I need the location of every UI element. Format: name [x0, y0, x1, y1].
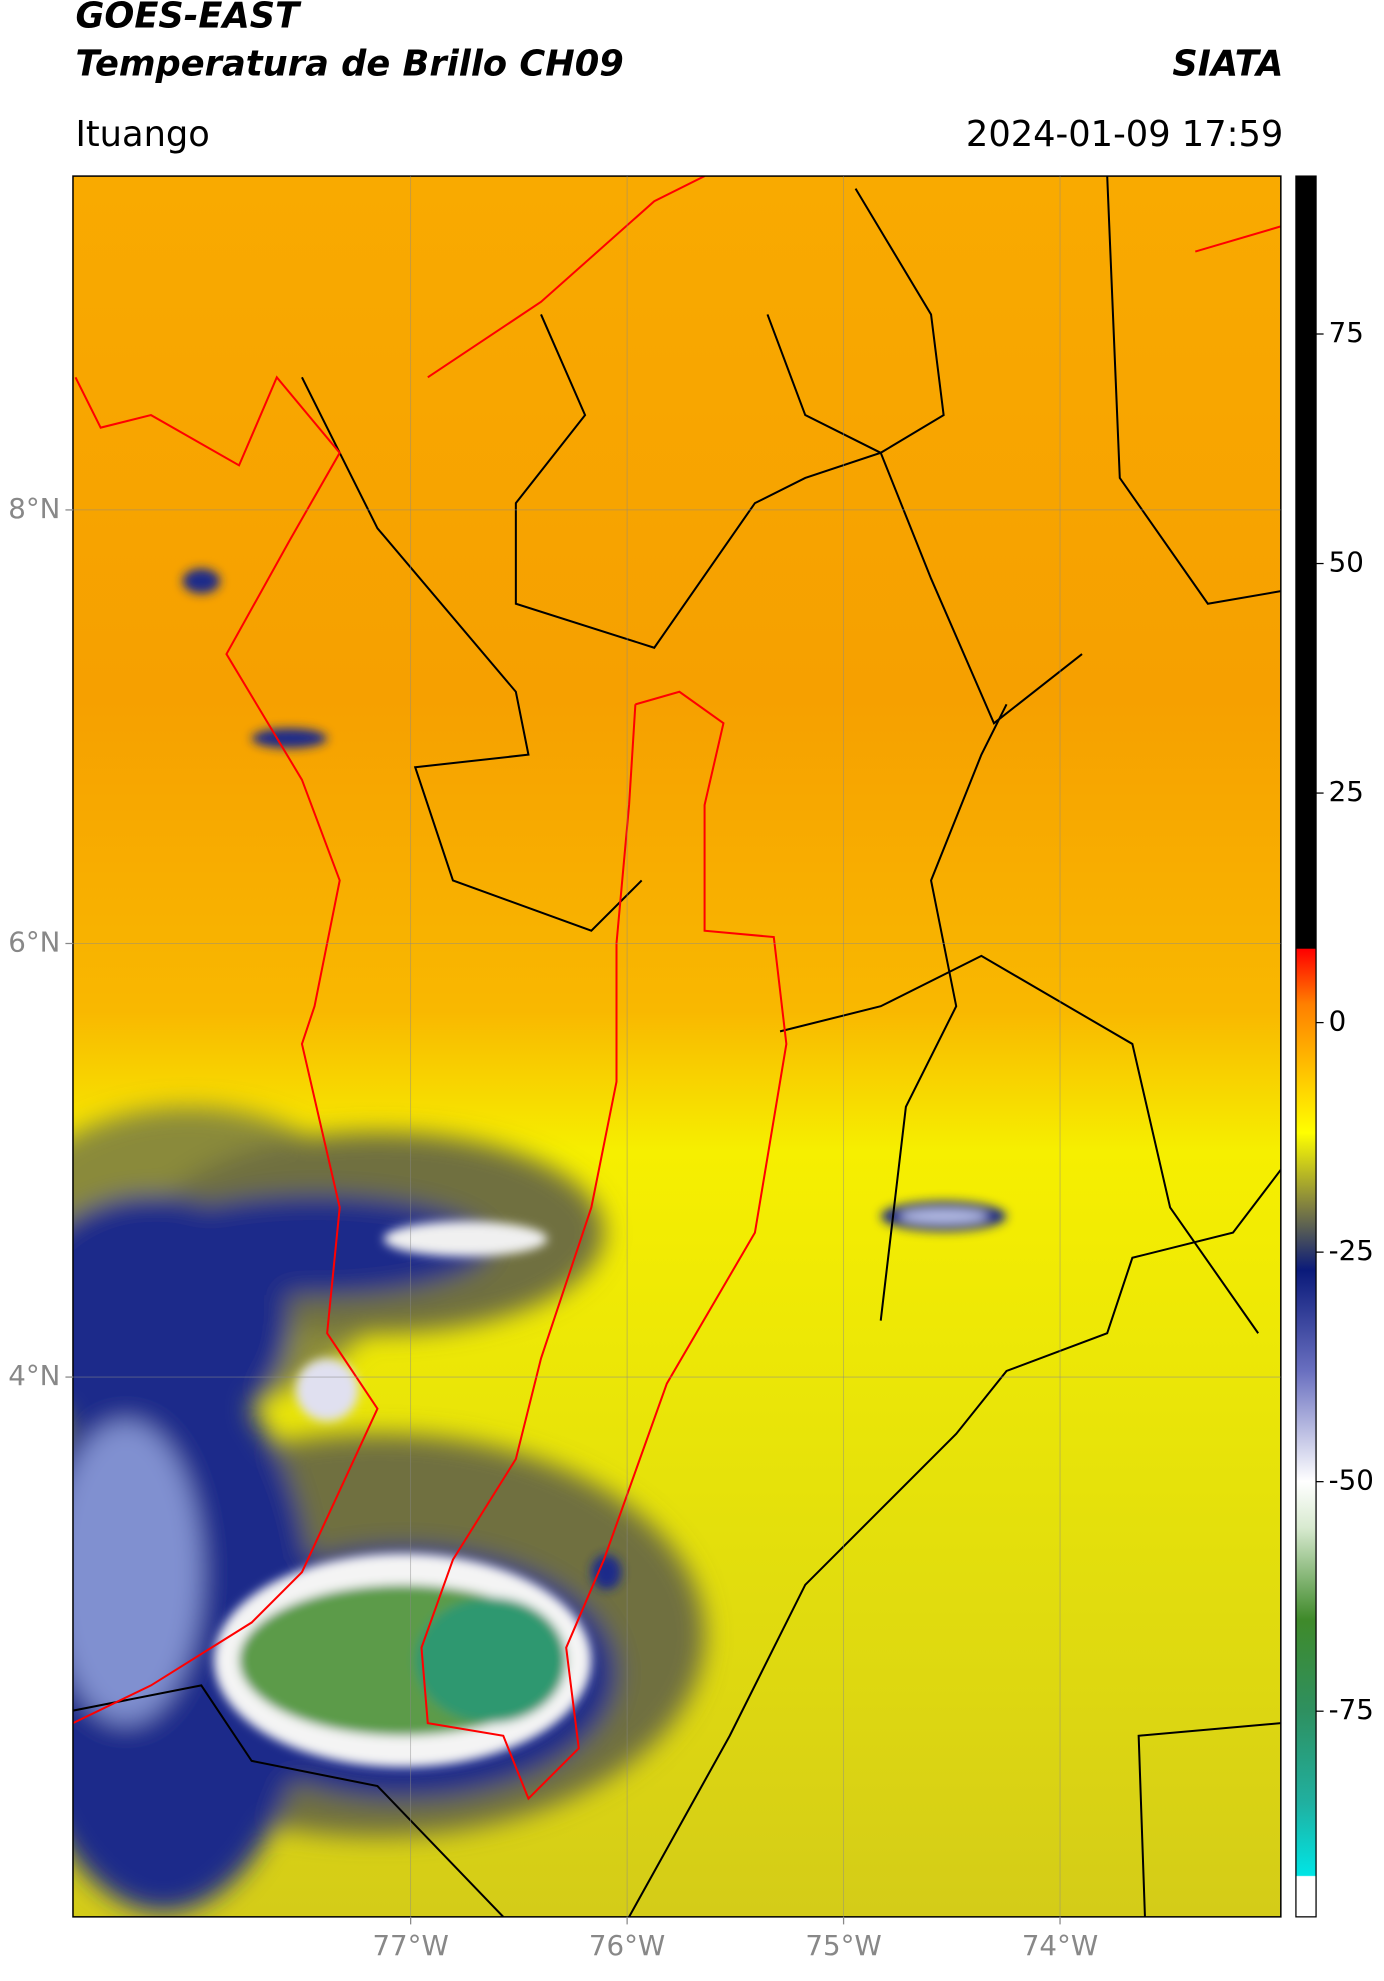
colorbar-tick-label: -25	[1329, 1234, 1374, 1267]
colorbar-tick-label: 0	[1329, 1005, 1347, 1038]
colorbar-tick-label: 25	[1329, 775, 1364, 808]
datetime: 2024-01-09 17:59	[966, 114, 1283, 155]
y-tick-label: 6°N	[8, 926, 60, 959]
x-tick-label: 74°W	[1022, 1929, 1098, 1962]
map-frame	[72, 175, 1282, 1918]
colorbar-tick-label: -50	[1329, 1464, 1374, 1497]
subtitle: Temperatura de Brillo CH09	[75, 43, 623, 84]
colorbar-tick-label: 50	[1329, 546, 1364, 579]
map-image	[72, 176, 1281, 1917]
location: Ituango	[75, 114, 209, 155]
x-tick-label: 75°W	[805, 1929, 881, 1962]
y-tick-label: 4°N	[8, 1359, 60, 1392]
title: GOES-EAST	[75, 0, 302, 37]
x-tick-label: 76°W	[589, 1929, 665, 1962]
y-tick-label: 8°N	[8, 492, 60, 525]
colorbar-tick-label: -75	[1329, 1693, 1374, 1726]
source: SIATA	[1172, 43, 1283, 84]
colorbar-tick-label: 75	[1329, 316, 1364, 349]
colorbar	[1295, 175, 1317, 1918]
x-tick-label: 77°W	[372, 1929, 448, 1962]
